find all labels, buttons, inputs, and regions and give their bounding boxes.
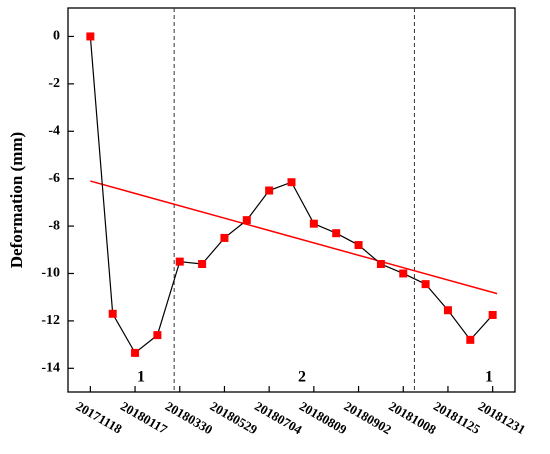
y-axis-label: Deformation (mm): [7, 132, 26, 268]
marker: [86, 32, 95, 41]
x-tick-label: 20180117: [118, 398, 170, 437]
x-tick-label: 20180529: [207, 398, 260, 437]
marker: [287, 178, 296, 187]
plot-frame: [67, 7, 516, 393]
y-tick-label: -2: [48, 76, 60, 91]
x-tick-label: 20181125: [431, 398, 483, 437]
x-tick-label: 20180704: [252, 398, 305, 437]
series-line: [89, 36, 494, 354]
marker: [488, 310, 497, 319]
marker: [131, 348, 140, 357]
y-tick-label: -12: [41, 313, 60, 328]
marker: [220, 233, 229, 242]
marker: [108, 309, 117, 318]
x-tick-label: 20180330: [163, 398, 216, 437]
trend-line: [90, 180, 498, 295]
marker: [466, 335, 475, 344]
x-tick-label: 20181231: [476, 398, 529, 437]
marker: [421, 280, 430, 289]
marker: [153, 331, 162, 340]
marker: [332, 229, 341, 238]
x-tick-label: 20180902: [342, 398, 395, 437]
marker: [354, 241, 363, 250]
marker: [443, 306, 452, 315]
y-tick-label: -8: [48, 218, 60, 233]
y-tick-label: 0: [53, 29, 60, 44]
marker: [309, 219, 318, 228]
region-label: 2: [298, 369, 306, 386]
y-tick-label: -6: [48, 171, 60, 186]
marker: [376, 260, 385, 268]
marker: [242, 216, 251, 225]
x-tick-label: 20180809: [297, 398, 350, 437]
region-label: 1: [137, 369, 145, 386]
marker: [198, 260, 207, 268]
x-tick-label: 20171118: [73, 398, 125, 437]
x-tick-label: 20181008: [386, 398, 439, 437]
marker: [399, 269, 408, 278]
region-label: 1: [485, 369, 493, 386]
y-tick-label: -14: [41, 361, 60, 376]
marker: [175, 257, 184, 266]
marker: [265, 186, 274, 195]
y-tick-label: -4: [48, 123, 60, 138]
y-tick-label: -10: [41, 266, 60, 281]
